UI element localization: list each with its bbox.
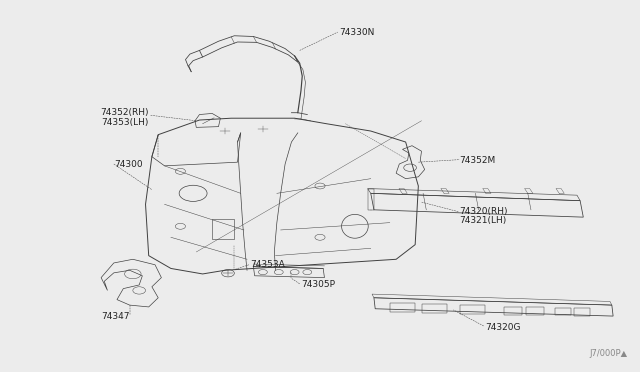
- Text: 74352(RH): 74352(RH): [100, 108, 148, 117]
- Text: 74353A: 74353A: [250, 260, 285, 269]
- Text: 74352M: 74352M: [460, 156, 496, 165]
- Text: 74330N: 74330N: [339, 28, 374, 36]
- Text: 74353(LH): 74353(LH): [101, 118, 148, 128]
- Text: J7/000P▲: J7/000P▲: [589, 349, 628, 358]
- Text: 74320G: 74320G: [485, 323, 520, 331]
- Text: 74347: 74347: [101, 312, 130, 321]
- Text: 74305P: 74305P: [301, 280, 335, 289]
- Text: 74320(RH): 74320(RH): [460, 207, 508, 216]
- Text: 74300: 74300: [114, 160, 143, 169]
- Text: 74321(LH): 74321(LH): [460, 216, 507, 225]
